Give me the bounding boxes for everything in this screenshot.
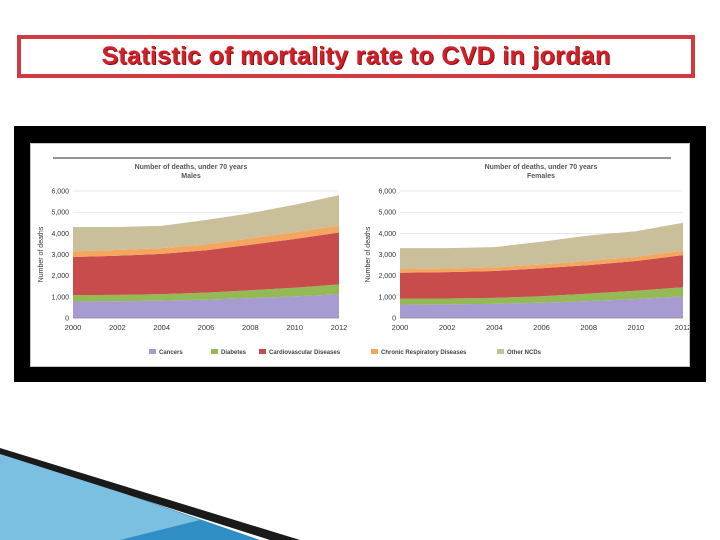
y-tick-label: 6,000 [51, 189, 69, 196]
legend-swatch-other-ncds [497, 349, 504, 354]
legend-label-diabetes: Diabetes [221, 350, 247, 356]
chart-title: Number of deaths, under 70 years [485, 164, 598, 171]
area-series-cancers [73, 294, 339, 318]
x-tick-label: 2000 [65, 323, 82, 332]
x-tick-label: 2008 [580, 323, 597, 332]
x-tick-label: 2010 [627, 323, 644, 332]
y-tick-label: 4,000 [51, 231, 69, 238]
y-tick-label: 6,000 [378, 189, 396, 196]
slide-title-box: Statistic of mortality rate to CVD in jo… [17, 35, 695, 78]
legend-label-cardiovascular-diseases: Cardiovascular Diseases [269, 350, 341, 356]
x-tick-label: 2012 [675, 323, 689, 332]
y-tick-label: 1,000 [378, 294, 396, 301]
area-series-other-ncds [400, 222, 683, 270]
x-tick-label: 2000 [392, 323, 409, 332]
area-series-cardiovascular-diseases [73, 232, 339, 296]
legend-swatch-diabetes [211, 349, 218, 354]
chart-subtitle: Females [527, 173, 555, 180]
legend-label-cancers: Cancers [159, 350, 183, 356]
y-tick-label: 3,000 [51, 252, 69, 259]
x-tick-label: 2004 [486, 323, 503, 332]
area-series-chronic-respiratory-diseases [73, 225, 339, 258]
area-series-diabetes [73, 284, 339, 302]
chart-title: Number of deaths, under 70 years [135, 164, 248, 171]
chart-females: Number of deaths, under 70 years Females 0… [365, 164, 691, 332]
figure-panel: Number of deaths, under 70 years Males 0 1,… [30, 143, 691, 367]
x-tick-label: 2010 [286, 323, 303, 332]
figure-frame: Number of deaths, under 70 years Males 0 1,… [14, 126, 706, 382]
y-tick-label: 0 [392, 316, 396, 323]
y-tick-label: 3,000 [378, 252, 396, 259]
y-tick-label: 0 [65, 316, 69, 323]
y-tick-label: 1,000 [51, 294, 69, 301]
chart-legend: Cancers Diabetes Cardiovascular Diseases Ch… [149, 349, 542, 356]
x-tick-label: 2006 [533, 323, 550, 332]
x-tick-label: 2002 [439, 323, 456, 332]
legend-label-other-ncds: Other NCDs [507, 350, 542, 356]
y-tick-label: 2,000 [51, 273, 69, 280]
legend-swatch-cardiovascular-diseases [259, 349, 266, 354]
chart-subtitle: Males [181, 173, 201, 180]
legend-label-chronic-respiratory-diseases: Chronic Respiratory Diseases [381, 350, 467, 356]
x-tick-label: 2012 [331, 323, 348, 332]
y-axis-label: Number of deaths [365, 226, 372, 282]
y-tick-label: 5,000 [378, 210, 396, 217]
legend-swatch-cancers [149, 349, 156, 354]
chart-males: Number of deaths, under 70 years Males 0 1,… [38, 164, 347, 332]
decorative-light-wedge [0, 450, 200, 540]
y-axis-label: Number of deaths [38, 226, 45, 282]
x-tick-label: 2006 [198, 323, 215, 332]
area-series-other-ncds [73, 195, 339, 252]
y-tick-label: 5,000 [51, 210, 69, 217]
area-series-cancers [400, 296, 683, 318]
area-series-diabetes [400, 287, 683, 305]
legend-swatch-chronic-respiratory-diseases [371, 349, 378, 354]
charts-svg: Number of deaths, under 70 years Males 0 1,… [38, 157, 691, 356]
area-series-chronic-respiratory-diseases [400, 250, 683, 273]
area-series-cardiovascular-diseases [400, 255, 683, 299]
x-tick-label: 2002 [109, 323, 126, 332]
slide-title: Statistic of mortality rate to CVD in jo… [101, 42, 611, 70]
decorative-dark-wedge [0, 448, 300, 540]
x-tick-label: 2004 [153, 323, 170, 332]
x-tick-label: 2008 [242, 323, 259, 332]
y-tick-label: 4,000 [378, 231, 396, 238]
decorative-corner-shapes [0, 448, 300, 540]
y-tick-label: 2,000 [378, 273, 396, 280]
